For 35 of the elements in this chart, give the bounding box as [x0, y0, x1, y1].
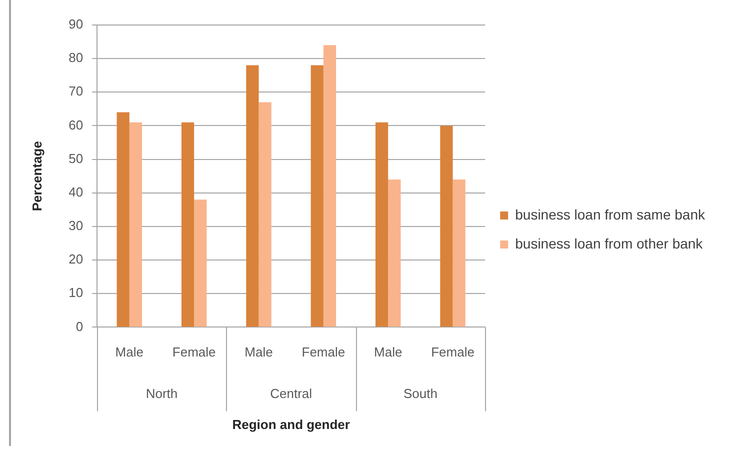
- x-tick-label: Female: [431, 344, 474, 360]
- text: South: [403, 386, 438, 402]
- x-tick-label: Female: [302, 344, 346, 360]
- text: Central: [270, 386, 312, 402]
- legend-label: business loan from same bank: [515, 206, 706, 222]
- bar: [129, 122, 142, 327]
- y-tick-label: 30: [68, 218, 84, 234]
- bar: [258, 102, 272, 327]
- y-tick-label: 0: [76, 318, 84, 334]
- bar: [181, 122, 194, 327]
- bar: [452, 179, 466, 327]
- bar: [246, 65, 259, 327]
- y-tick-label: 90: [68, 16, 84, 32]
- bar: [388, 179, 401, 327]
- x-tick-label: Male: [374, 344, 402, 360]
- bar: [116, 112, 130, 327]
- bar: [310, 65, 324, 327]
- bar: [440, 126, 453, 327]
- bar: [194, 200, 207, 327]
- x-tick-label: Female: [172, 344, 216, 360]
- x-tick-label: Male: [244, 344, 273, 360]
- bar: [375, 122, 388, 327]
- y-tick-label: 10: [68, 285, 84, 300]
- y-axis-title: Percentage: [29, 141, 44, 212]
- y-tick-label: 40: [68, 184, 84, 200]
- y-tick-label: 50: [68, 150, 84, 166]
- y-tick-label: 60: [68, 117, 84, 132]
- x-axis-title: Region and gender: [232, 416, 350, 432]
- bar: [323, 45, 336, 327]
- y-tick-label: 70: [68, 84, 84, 99]
- y-tick-label: 20: [68, 252, 84, 267]
- x-tick-label: Male: [115, 344, 144, 360]
- text: North: [146, 386, 178, 402]
- y-tick-label: 80: [68, 50, 84, 66]
- legend-label: business loan from other bank: [515, 235, 704, 252]
